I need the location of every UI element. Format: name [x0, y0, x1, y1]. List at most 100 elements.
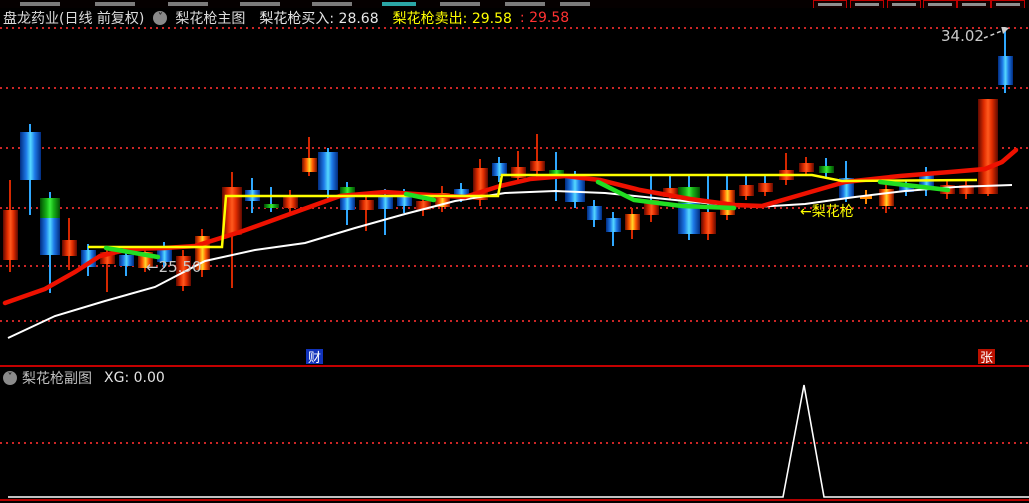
subchart-indicator-name[interactable]: 梨花枪副图	[22, 371, 92, 387]
candle-wick	[946, 194, 948, 199]
candle-wick	[479, 200, 481, 206]
candle-body	[510, 167, 526, 178]
candle-wick	[460, 183, 462, 189]
candle-wick	[688, 176, 690, 187]
candle-wick	[885, 184, 887, 189]
candle-wick	[726, 176, 728, 190]
candle-body	[997, 56, 1013, 85]
clipped-menu-item[interactable]	[240, 2, 280, 6]
candle-wick	[574, 202, 576, 208]
clipped-menu-item[interactable]	[505, 2, 545, 6]
ma-line-white	[7, 184, 1013, 339]
candle-body	[662, 188, 678, 197]
candle-wick	[612, 212, 614, 218]
candle-body	[700, 212, 716, 234]
clipped-menu-item[interactable]	[95, 2, 135, 6]
candle-wick	[270, 208, 272, 212]
ticker-marker-cai[interactable]: 财	[306, 349, 323, 366]
candle-wick	[384, 209, 386, 235]
clipped-menu-item[interactable]	[382, 2, 416, 6]
candle-wick	[650, 215, 652, 222]
candle-wick	[785, 180, 787, 185]
candle-wick	[987, 194, 989, 196]
candle-wick	[68, 218, 70, 240]
candle-wick	[845, 161, 847, 178]
candle-body	[860, 196, 872, 199]
candle-wick	[650, 176, 652, 200]
candle-wick	[1004, 28, 1006, 56]
candle-body	[377, 197, 393, 209]
candle-body	[396, 195, 412, 206]
candle-body	[738, 185, 754, 196]
sell-signal-text: 梨花枪卖出: 29.58	[392, 10, 512, 27]
indicator-line-green-segment	[403, 191, 437, 203]
candle-wick	[346, 210, 348, 225]
candle-wick	[9, 260, 11, 272]
candle-wick	[593, 200, 595, 206]
candle-wick	[106, 264, 108, 292]
candle-wick	[946, 180, 948, 185]
clipped-menu-item[interactable]	[560, 2, 590, 6]
clipped-menu-item[interactable]	[312, 2, 352, 6]
candle-body	[263, 204, 279, 208]
candle-body	[586, 206, 602, 220]
candle-wick	[201, 270, 203, 277]
chevron-down-icon[interactable]: ˅	[3, 371, 17, 385]
ticker-marker-zhang[interactable]: 张	[978, 349, 995, 366]
candle-wick	[865, 199, 867, 204]
clipped-menu-item[interactable]	[440, 2, 480, 6]
candle-wick	[163, 262, 165, 268]
candle-wick	[555, 152, 557, 170]
candle-wick	[845, 198, 847, 202]
candle-wick	[498, 157, 500, 163]
candle-wick	[688, 234, 690, 240]
ma-line-red	[2, 147, 1019, 306]
candle-wick	[251, 178, 253, 190]
candle-body	[156, 248, 172, 262]
candle-body	[40, 218, 60, 255]
candle-body	[415, 201, 431, 210]
candle-wick	[365, 195, 367, 200]
candle-wick	[965, 180, 967, 185]
sell-signal-value: 29.58	[471, 10, 512, 27]
candle-body	[898, 185, 914, 192]
xg-value-text: XG: 0.00	[104, 370, 165, 386]
candle-body	[339, 196, 355, 210]
candle-body	[301, 158, 317, 172]
candle-wick	[785, 153, 787, 170]
grid-dotted-line	[0, 207, 1029, 209]
candle-body	[798, 163, 814, 172]
candle-wick	[182, 286, 184, 291]
candle-wick	[68, 256, 70, 270]
candle-wick	[441, 186, 443, 193]
candle-body	[19, 132, 41, 180]
candle-wick	[479, 159, 481, 168]
candle-body	[358, 200, 374, 210]
candle-wick	[365, 210, 367, 231]
indicator-line-green-segment	[595, 179, 737, 211]
candle-wick	[669, 176, 671, 188]
candle-body	[958, 185, 974, 194]
candle-wick	[9, 180, 11, 210]
candle-body	[529, 161, 545, 171]
indicator-line-green-segment	[103, 245, 161, 260]
candle-body	[282, 197, 298, 208]
candle-body	[40, 198, 60, 218]
chart-header: 盘龙药业(日线 前复权) ˅ 梨花枪主图 梨花枪买入: 28.68 梨花枪卖出:…	[0, 8, 1029, 27]
candle-body	[118, 255, 134, 266]
candle-wick	[536, 134, 538, 161]
candle-wick	[346, 182, 348, 187]
main-indicator-name[interactable]: 梨花枪主图	[175, 10, 246, 27]
high-price-annotation: 34.02	[941, 27, 984, 45]
clipped-menu-item[interactable]	[20, 2, 60, 6]
clipped-menu-item[interactable]	[168, 2, 208, 6]
candle-wick	[163, 242, 165, 248]
candle-wick	[49, 255, 51, 293]
buy-signal-text: 梨花枪买入: 28.68	[259, 10, 379, 27]
high-annotation-arrowhead	[1001, 26, 1009, 34]
candle-wick	[707, 234, 709, 240]
candle-wick	[825, 173, 827, 178]
chevron-down-icon[interactable]: ˅	[153, 10, 168, 25]
candle-body	[548, 170, 564, 175]
